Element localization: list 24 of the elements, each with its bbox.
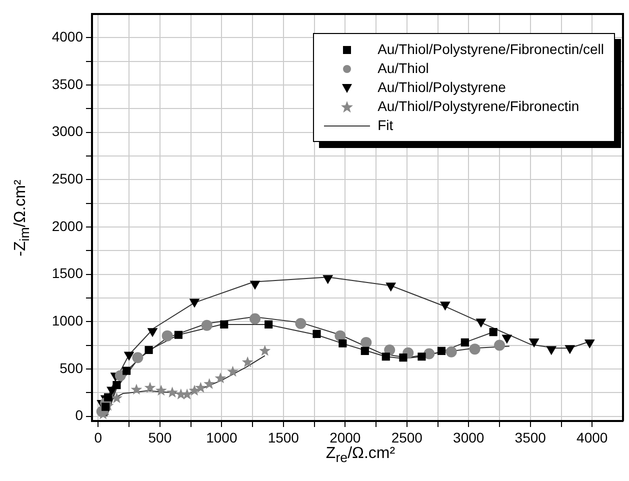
x-axis-title: Z$_{re}$/Ω.cm² [324,445,396,466]
x-tick-label: 1500 [268,429,300,446]
x-tick-label: 3500 [514,429,546,446]
y-tick-label: 0 [75,407,84,424]
x-tick-label: 500 [148,429,172,446]
y-tick-label: 1000 [52,312,84,328]
legend-label: Au/Thiol/Polystyrene [378,78,506,97]
y-tick-label: 4000 [52,28,84,45]
y-tick-label: 1500 [52,265,84,282]
legend-label: Au/Thiol [378,59,429,78]
y-tick-label: 2500 [52,170,84,186]
legend-label: Au/Thiol/Polystyrene/Fibronectin [378,97,580,116]
y-tick-label: 3500 [52,76,84,92]
legend-label: Au/Thiol/Polystyrene/Fibronectin/cell [378,40,604,59]
x-tick-label: 4000 [576,429,608,446]
x-tick-label: 2000 [330,429,361,446]
x-tick-label: 1000 [206,429,238,446]
y-tick-label: 500 [60,360,84,376]
x-tick-label: 0 [94,429,102,446]
legend-label: Fit [378,116,394,135]
y-tick-label: 3000 [52,123,84,140]
y-tick-label: 2000 [52,218,84,234]
x-tick-label: 2500 [391,429,423,446]
x-tick-label: 3000 [453,429,484,446]
